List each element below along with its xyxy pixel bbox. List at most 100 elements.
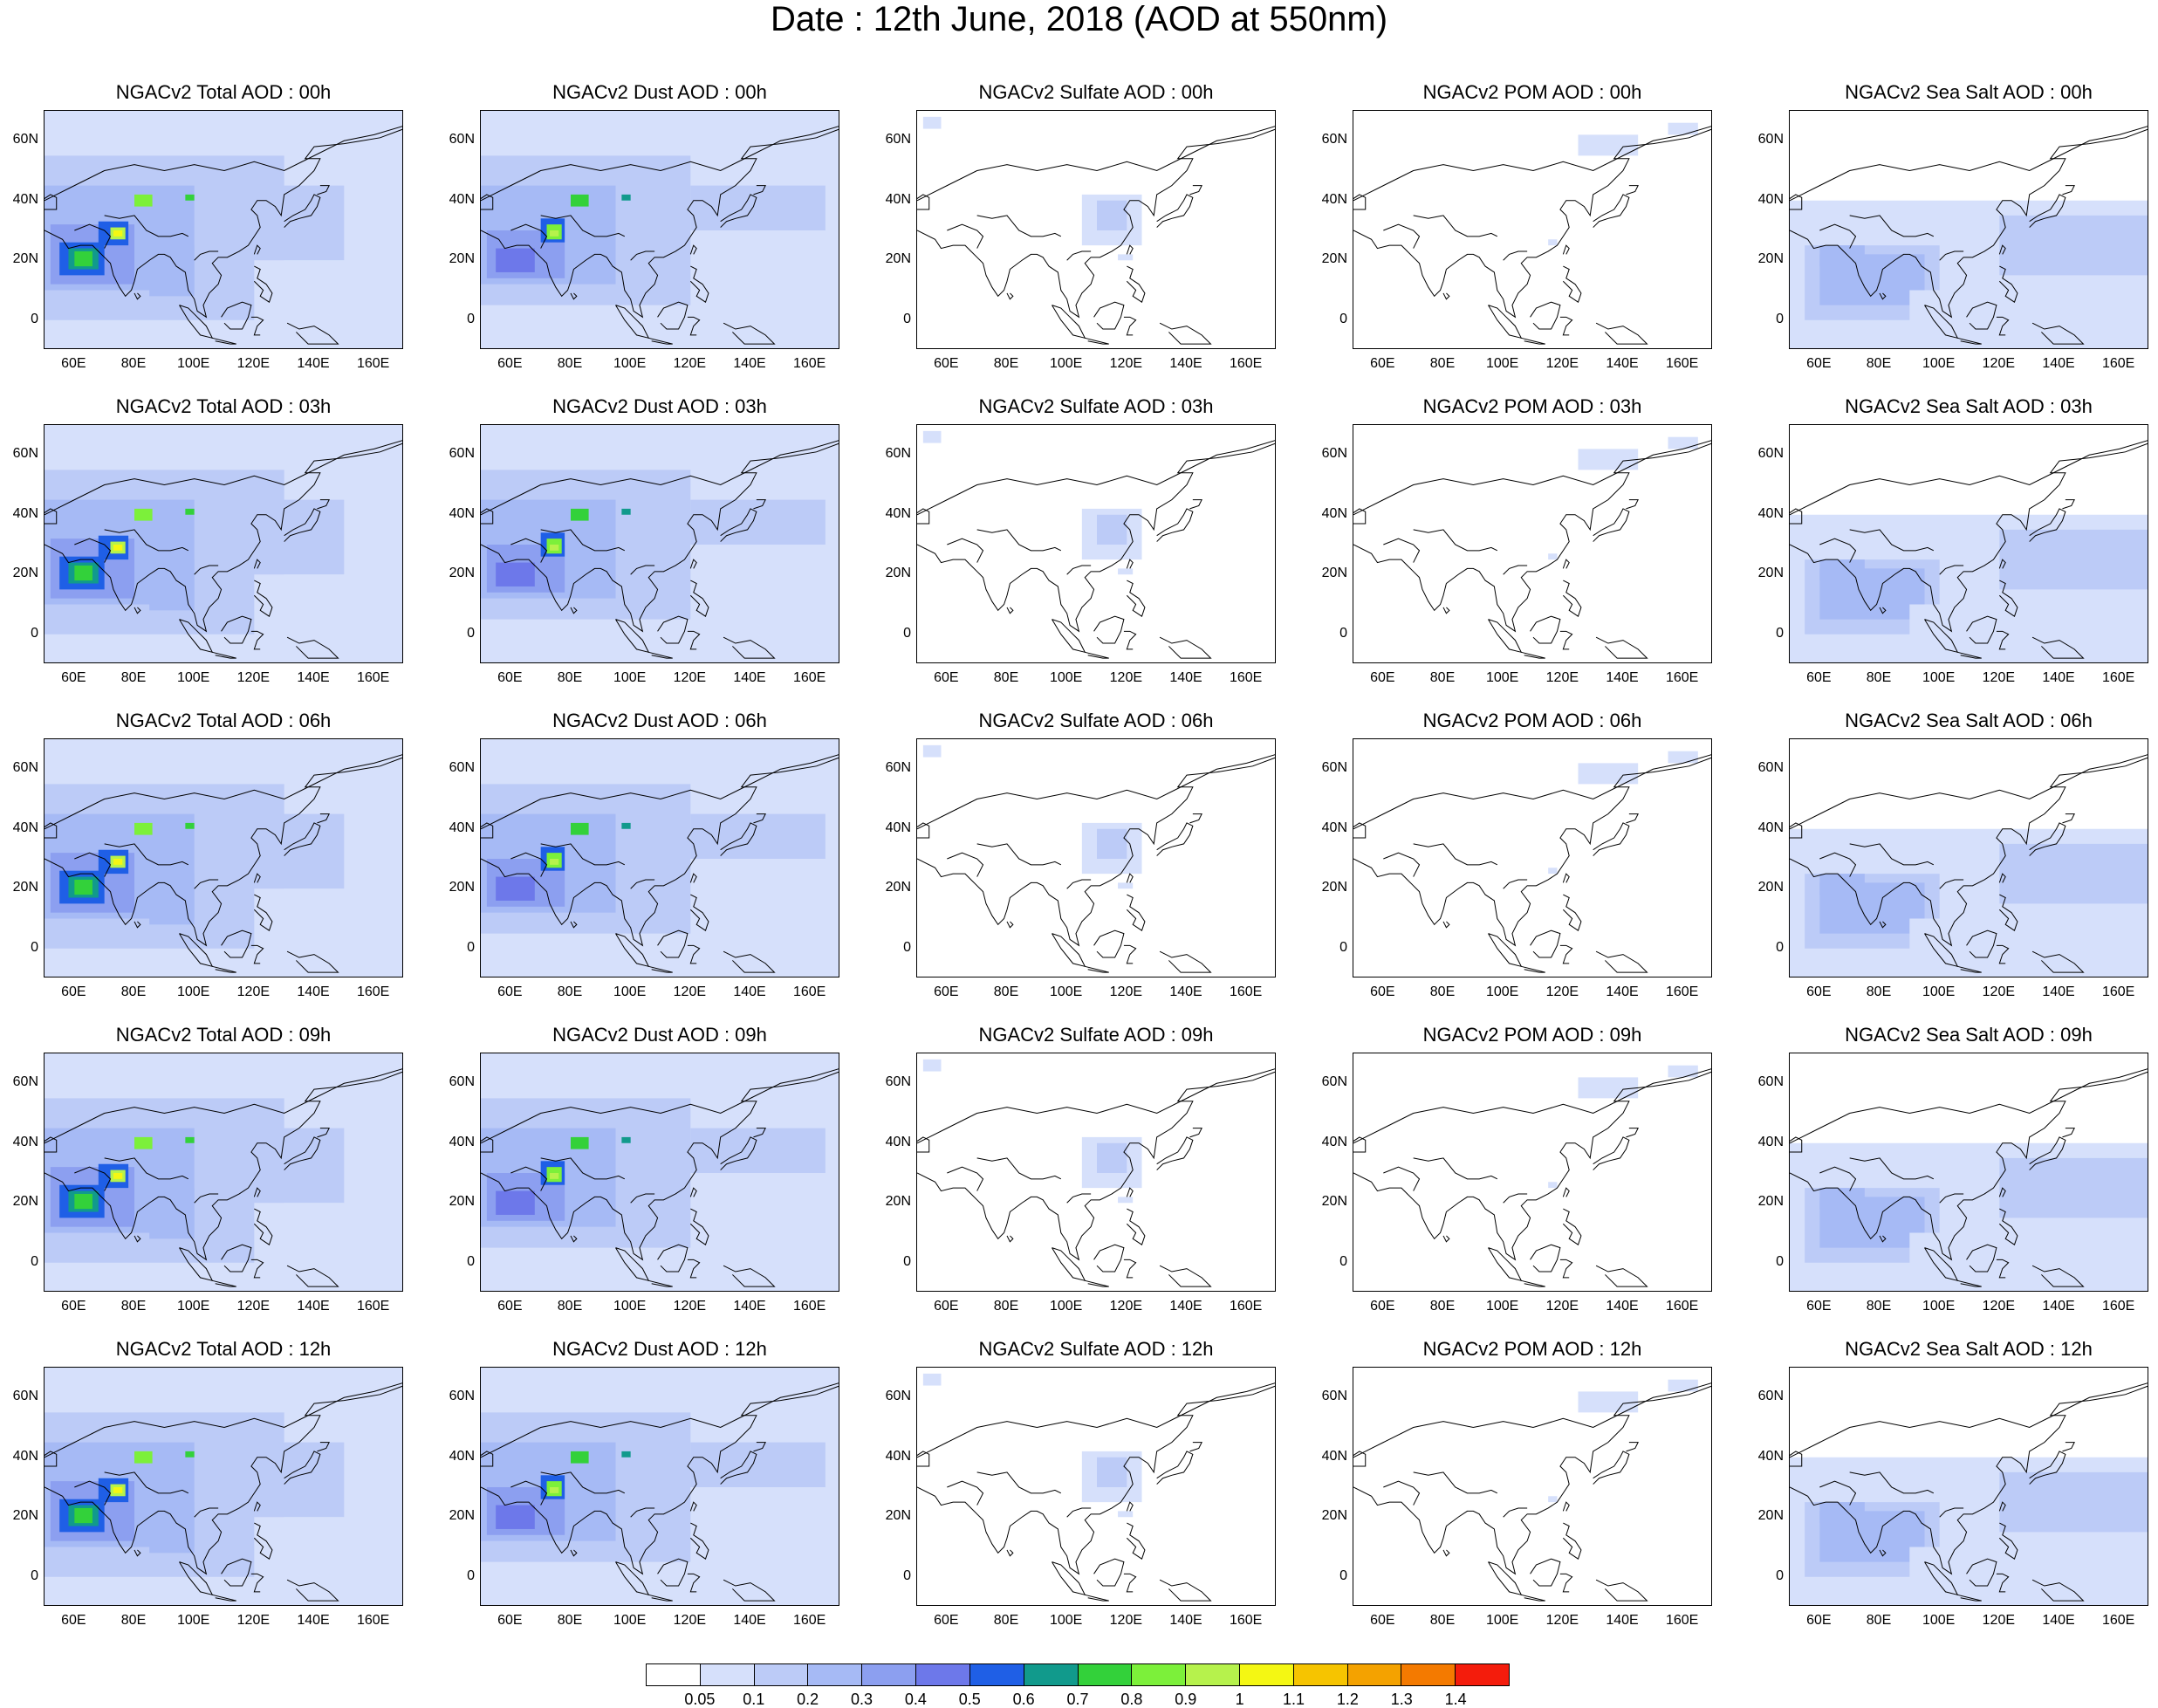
- lon-tick-label: 140E: [2042, 356, 2075, 371]
- coastline: [1819, 223, 1857, 249]
- coastline: [1123, 1573, 1137, 1593]
- aod-region: [496, 248, 535, 272]
- lat-tick-label: 40N: [12, 820, 38, 835]
- coastline: [720, 1451, 757, 1485]
- lon-tick-label: 140E: [1606, 356, 1639, 371]
- lat-tick-label: 0: [1339, 625, 1347, 641]
- coastline: [221, 929, 252, 958]
- aod-region: [1668, 436, 1698, 449]
- map-panel-total-3: [44, 1053, 403, 1292]
- coastline: [194, 250, 219, 261]
- panel-title-seasalt-2: NGACv2 Sea Salt AOD : 06h: [1845, 710, 2093, 731]
- lon-tick-label: 140E: [1169, 1299, 1202, 1314]
- coastline: [687, 316, 701, 336]
- coastline: [687, 944, 701, 964]
- lon-tick-label: 100E: [613, 1299, 647, 1314]
- coastline: [687, 1573, 701, 1593]
- aod-region: [134, 194, 153, 207]
- map-panel-total-2: [44, 738, 403, 977]
- lon-tick-label: 120E: [673, 356, 707, 371]
- map-panel-sulfate-1: [916, 424, 1276, 663]
- map-panel-total-1: [44, 424, 403, 663]
- panel-title-dust-3: NGACv2 Dust AOD : 09h: [552, 1024, 767, 1046]
- coastline: [1879, 1549, 1887, 1557]
- lon-tick-label: 140E: [2042, 1613, 2075, 1628]
- coastline: [689, 873, 697, 883]
- map-panel-total-0: [44, 110, 403, 349]
- coastline: [723, 1265, 776, 1287]
- aod-region: [922, 744, 942, 758]
- panel-title-total-2: NGACv2 Total AOD : 06h: [115, 710, 332, 731]
- coastline: [510, 1480, 548, 1506]
- coastline: [1383, 538, 1421, 563]
- colorbar-swatch: [1186, 1664, 1240, 1685]
- lon-tick-label: 100E: [1049, 356, 1083, 371]
- lon-tick-label: 100E: [176, 670, 210, 685]
- coastline: [221, 615, 252, 644]
- coastline: [179, 305, 214, 340]
- coastline: [253, 1522, 273, 1560]
- coastline: [284, 508, 321, 542]
- lon-tick-label: 160E: [792, 1613, 826, 1628]
- coastline: [1562, 1522, 1582, 1560]
- aod-region: [1819, 874, 1865, 895]
- coastline: [1924, 619, 1959, 654]
- coastline: [481, 1071, 839, 1261]
- coastline: [212, 651, 236, 659]
- coastline: [1052, 1561, 1086, 1596]
- lat-tick-label: 20N: [12, 1508, 38, 1524]
- lon-tick-label: 160E: [1229, 356, 1263, 371]
- coastline: [1521, 1594, 1545, 1602]
- coastline: [1939, 250, 1964, 261]
- lon-tick-label: 80E: [993, 984, 1019, 999]
- coastline: [1353, 1071, 1711, 1261]
- coastline: [1085, 1279, 1109, 1287]
- lon-tick-label: 160E: [356, 1613, 390, 1628]
- lat-tick-label: 20N: [1321, 880, 1347, 895]
- lon-tick-label: 60E: [61, 1299, 86, 1314]
- lat-tick-label: 40N: [885, 1134, 911, 1149]
- coastline: [317, 1442, 330, 1452]
- coastline: [250, 944, 264, 964]
- coastline: [104, 529, 189, 552]
- lat-tick-label: 60N: [1757, 760, 1784, 776]
- lat-tick-label: 40N: [1757, 1134, 1784, 1149]
- colorbar-swatch: [1132, 1664, 1187, 1685]
- lat-tick-label: 60N: [449, 1074, 475, 1090]
- lat-tick-label: 60N: [1321, 1389, 1347, 1404]
- lat-tick-label: 40N: [12, 191, 38, 207]
- coastline: [648, 1279, 673, 1287]
- coastline: [947, 852, 984, 877]
- coastline: [630, 1193, 655, 1204]
- panel-title-sulfate-3: NGACv2 Sulfate AOD : 09h: [978, 1024, 1214, 1046]
- aod-region: [149, 1188, 195, 1239]
- coastline: [720, 508, 757, 542]
- coastline: [689, 580, 709, 617]
- coastline: [1126, 580, 1146, 617]
- coastline: [1562, 894, 1582, 931]
- coastline: [947, 1166, 984, 1191]
- coastline: [540, 843, 626, 866]
- coastline: [1159, 322, 1212, 345]
- coastline: [1790, 442, 2148, 633]
- coastline: [1353, 194, 1367, 210]
- coastline: [1530, 301, 1561, 330]
- lon-tick-label: 120E: [1109, 356, 1143, 371]
- lat-tick-label: 60N: [449, 446, 475, 462]
- map-panel-seasalt-2: [1789, 738, 2148, 977]
- map-panel-sulfate-2: [916, 738, 1276, 977]
- lat-tick-label: 20N: [449, 1194, 475, 1210]
- lon-tick-label: 60E: [934, 984, 959, 999]
- coastline: [1052, 305, 1086, 340]
- coastline: [1126, 1522, 1146, 1560]
- aod-region: [549, 859, 559, 865]
- coastline: [1413, 215, 1498, 237]
- coastline: [753, 499, 766, 510]
- lon-tick-label: 160E: [1229, 1613, 1263, 1628]
- lat-tick-label: 0: [31, 625, 38, 641]
- lon-tick-label: 140E: [1606, 1299, 1639, 1314]
- coastline: [917, 1451, 930, 1467]
- coastline: [976, 843, 1062, 866]
- aod-region: [571, 1136, 589, 1149]
- coastline: [540, 529, 626, 552]
